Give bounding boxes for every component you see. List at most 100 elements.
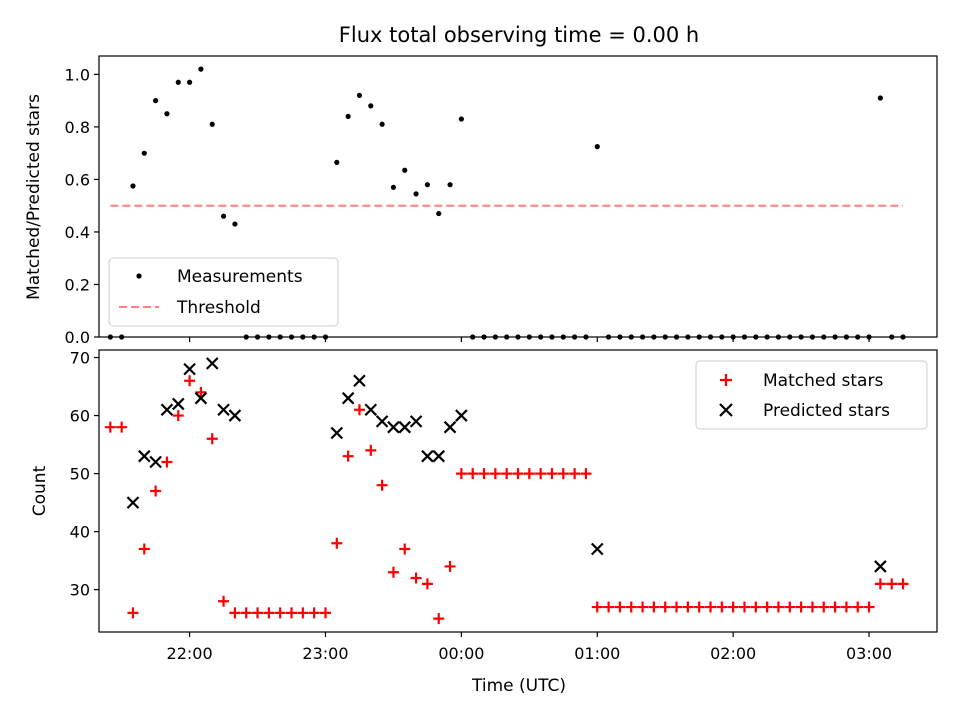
top-legend-box (108, 257, 339, 327)
measurements-point (153, 98, 159, 104)
measurements-point (379, 121, 385, 127)
matched-stars-point (172, 410, 184, 422)
matched-stars-point (637, 601, 649, 613)
ytick-label: 70 (70, 349, 90, 368)
matched-stars-point (150, 485, 162, 497)
predicted-stars-point (138, 449, 151, 463)
predicted-stars-point (217, 403, 230, 417)
matched-stars-point (263, 607, 275, 619)
measurements-point (232, 221, 238, 227)
matched-stars-point (387, 566, 399, 578)
matched-stars-point (489, 468, 501, 480)
matched-stars-point (319, 607, 331, 619)
matched-stars-point (433, 613, 445, 625)
matched-stars-point (501, 468, 513, 480)
measurements-point (594, 144, 600, 150)
matched-stars-point (342, 450, 354, 462)
matched-stars-point (806, 601, 818, 613)
matched-stars-point (308, 607, 320, 619)
measurements-point (436, 210, 442, 217)
measurements-point (390, 184, 397, 190)
legend-matched-label: Matched stars (763, 371, 883, 391)
ytick-label: 1.0 (65, 65, 90, 84)
matched-stars-point (138, 543, 150, 555)
measurements-point (334, 159, 340, 165)
predicted-stars-point (874, 560, 887, 573)
bottom-legend-box (695, 360, 928, 430)
top-legend: Measurements Threshold (108, 257, 339, 327)
top-panel: 0.0 0.2 0.4 0.6 0.8 1.0 Matched/Predicted sta… (24, 55, 938, 347)
matched-stars-point (659, 601, 671, 613)
ytick-label: 50 (70, 465, 90, 484)
matched-stars-point (603, 601, 615, 613)
matched-stars-point (795, 601, 807, 613)
bottom-panel-xticks: 22:00 23:00 00:00 01:00 02:00 03:00 (167, 632, 892, 663)
matched-stars-point (546, 468, 558, 480)
xtick-label: 22:00 (167, 644, 213, 663)
matched-stars-point (421, 578, 433, 590)
matched-stars-point (274, 607, 286, 619)
ytick-label: 30 (70, 581, 90, 600)
measurements-point (424, 182, 431, 188)
matched-stars-point (467, 468, 479, 480)
matched-stars-point (693, 601, 705, 613)
matched-stars-point (671, 601, 683, 613)
matched-stars-point (512, 468, 524, 480)
measurements-point (402, 167, 408, 173)
xtick-label: 02:00 (710, 644, 756, 663)
bottom-panel-yticks: 30 40 50 60 70 (70, 349, 99, 600)
bottom-panel-marks (104, 357, 909, 625)
matched-stars-point (750, 601, 762, 613)
measurements-point (198, 66, 204, 72)
measurements-point (130, 183, 136, 189)
matched-stars-point (886, 578, 898, 590)
predicted-stars-point (126, 496, 140, 509)
xtick-label: 01:00 (574, 644, 620, 663)
matched-stars-point (761, 601, 773, 613)
measurements-point (345, 113, 351, 120)
measurements-point (447, 182, 453, 188)
matched-stars-point (478, 468, 490, 480)
matched-stars-point (569, 468, 581, 480)
bottom-panel-ylabel: Count (30, 465, 50, 516)
chart-title: Flux total observing time = 0.00 h (339, 23, 699, 47)
matched-stars-point (410, 572, 422, 584)
ytick-label: 60 (70, 407, 90, 426)
measurements-point (141, 150, 147, 156)
predicted-stars-point (409, 415, 423, 428)
measurements-point (175, 79, 181, 85)
predicted-stars-point (455, 409, 468, 422)
ytick-label: 0.0 (65, 328, 90, 347)
predicted-stars-point (443, 420, 457, 434)
matched-stars-point (455, 468, 467, 480)
matched-stars-point (625, 601, 637, 613)
predicted-stars-point (387, 420, 400, 434)
legend-threshold-label: Threshold (176, 298, 261, 318)
matched-stars-point (738, 601, 750, 613)
matched-stars-point (784, 601, 796, 613)
measurements-point (458, 116, 464, 122)
top-panel-yticks: 0.0 0.2 0.4 0.6 0.8 1.0 (65, 65, 99, 347)
x-axis-label: Time (UTC) (471, 676, 566, 696)
predicted-stars-point (432, 449, 446, 463)
matched-stars-point (161, 456, 173, 468)
measurements-point (368, 103, 374, 109)
ytick-label: 0.8 (65, 118, 90, 137)
ytick-label: 0.2 (65, 275, 90, 294)
predicted-stars-point (160, 403, 174, 417)
legend-measurements-marker (136, 273, 142, 279)
top-panel-ylabel: Matched/Predicted stars (24, 94, 44, 300)
ytick-label: 40 (70, 523, 90, 542)
matched-stars-point (184, 375, 196, 387)
xtick-label: 23:00 (302, 644, 348, 663)
matched-stars-point (365, 444, 377, 456)
measurements-point (164, 111, 170, 117)
matched-stars-point (206, 433, 218, 445)
measurements-point (220, 213, 227, 219)
xtick-label: 03:00 (846, 644, 892, 663)
legend-predicted-label: Predicted stars (763, 401, 890, 421)
predicted-stars-point (330, 426, 344, 440)
matched-stars-point (240, 607, 252, 619)
predicted-stars-point (183, 362, 196, 376)
